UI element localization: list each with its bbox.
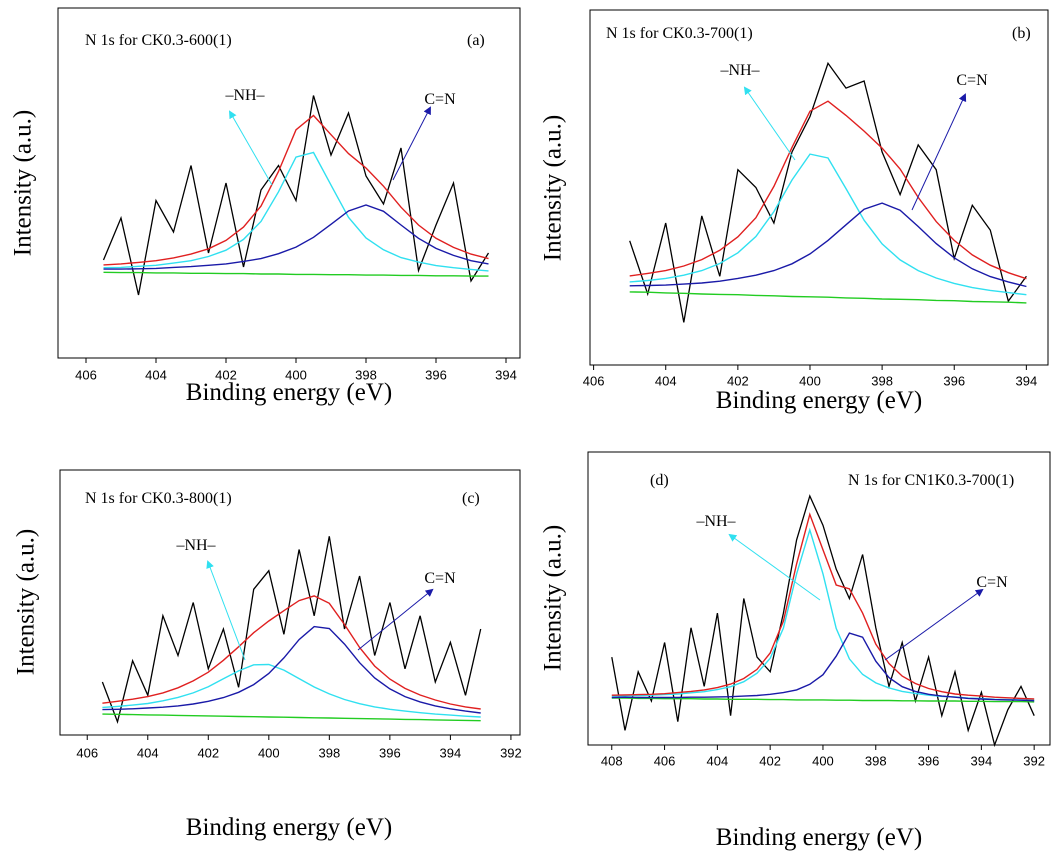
x-tick-label: 398 <box>318 745 340 760</box>
plot-frame <box>59 469 521 736</box>
data-line <box>103 151 489 272</box>
annotation: –NH– <box>719 62 760 79</box>
panel: 406 404 402 400 398 396 394 N 1s for CK0.3-700(… <box>540 9 1049 414</box>
x-tick-label: 402 <box>727 373 749 388</box>
data-line <box>102 625 481 714</box>
data-line <box>611 632 1035 702</box>
x-tick-label: 398 <box>355 367 377 382</box>
panel-title: N 1s for CK0.3-700(1) <box>606 25 753 42</box>
x-tick-label: 394 <box>971 753 993 768</box>
plot-frame <box>57 7 521 359</box>
annotation-arrow <box>206 560 246 661</box>
x-axis-label: Binding energy (eV) <box>186 379 392 406</box>
x-tick-label: 402 <box>197 745 219 760</box>
y-axis-label: Intensity (a.u.) <box>540 525 567 671</box>
x-tick-label: 394 <box>1016 373 1038 388</box>
data-line <box>101 536 482 724</box>
x-tick-label: 396 <box>379 745 401 760</box>
x-tick-label: 404 <box>137 745 159 760</box>
x-tick-label: 396 <box>943 373 965 388</box>
data-line <box>102 663 481 718</box>
panel-label: (a) <box>467 32 485 49</box>
panel: 406 404 402 400 398 396 394 N 1s for CK0.3-600(… <box>10 7 521 406</box>
x-tick-label: 404 <box>145 367 167 382</box>
y-axis-label: Intensity (a.u.) <box>10 110 37 256</box>
annotation: –NH– <box>175 537 216 554</box>
x-axis-label: Binding energy (eV) <box>716 824 922 851</box>
x-tick-label: 406 <box>583 373 605 388</box>
x-tick-label: 398 <box>871 373 893 388</box>
x-tick-label: 394 <box>440 745 462 760</box>
x-tick-label: 406 <box>654 753 676 768</box>
x-tick-label: 392 <box>1023 753 1045 768</box>
plot-frame <box>587 451 1051 746</box>
x-tick-label: 400 <box>258 745 280 760</box>
annotation: C=N <box>424 91 456 108</box>
panel-title: N 1s for CK0.3-600(1) <box>85 32 232 49</box>
annotation: –NH– <box>695 513 736 530</box>
data-line <box>611 512 1035 700</box>
x-tick-label: 396 <box>425 367 447 382</box>
x-axis-label: Binding energy (eV) <box>716 387 922 414</box>
x-tick-label: 400 <box>799 373 821 388</box>
panel-label: (c) <box>462 490 480 507</box>
panel: 408 406 404 402 400 398 396 394 392 N 1s for CN1K… <box>540 451 1051 851</box>
annotation: –NH– <box>224 87 265 104</box>
x-tick-label: 404 <box>707 753 729 768</box>
x-tick-label: 404 <box>655 373 677 388</box>
x-axis-label: Binding energy (eV) <box>186 814 392 841</box>
x-tick-label: 406 <box>75 367 97 382</box>
panel-label: (d) <box>650 472 669 489</box>
data-line <box>102 95 490 296</box>
annotation-arrow <box>743 86 796 161</box>
x-tick-label: 400 <box>285 367 307 382</box>
panel-title: N 1s for CN1K0.3-700(1) <box>848 472 1014 489</box>
data-line <box>629 61 1027 323</box>
data-line <box>103 271 489 277</box>
x-tick-label: 394 <box>495 367 517 382</box>
panel-title: N 1s for CK0.3-800(1) <box>85 490 232 507</box>
x-tick-label: 400 <box>812 753 834 768</box>
x-tick-label: 408 <box>601 753 623 768</box>
y-axis-label: Intensity (a.u.) <box>540 115 567 261</box>
x-tick-label: 402 <box>759 753 781 768</box>
data-line <box>629 153 1027 296</box>
annotation-arrow <box>392 106 431 181</box>
data-line <box>629 291 1027 304</box>
data-line <box>103 114 489 266</box>
data-line <box>103 204 489 270</box>
annotation-arrow <box>229 110 273 186</box>
panel-label: (b) <box>1012 25 1031 42</box>
annotation-arrow <box>728 533 821 601</box>
x-tick-label: 392 <box>500 745 522 760</box>
x-tick-label: 406 <box>76 745 98 760</box>
data-line <box>611 494 1035 748</box>
data-line <box>611 697 1035 703</box>
data-line <box>629 100 1027 280</box>
data-line <box>629 202 1027 288</box>
data-line <box>102 713 481 722</box>
x-tick-label: 396 <box>918 753 940 768</box>
plot-frame <box>589 9 1049 366</box>
annotation-arrow <box>911 93 967 211</box>
annotation-arrow <box>357 588 434 651</box>
x-tick-label: 402 <box>215 367 237 382</box>
data-line <box>102 595 481 710</box>
x-tick-label: 398 <box>865 753 887 768</box>
annotation: C=N <box>956 72 988 89</box>
annotation: C=N <box>976 574 1008 591</box>
annotation: C=N <box>424 570 456 587</box>
panel: 406 404 402 400 398 396 394 392 N 1s for CK0.3-8… <box>13 469 522 841</box>
y-axis-label: Intensity (a.u.) <box>13 529 40 675</box>
annotation-arrow <box>884 588 984 661</box>
